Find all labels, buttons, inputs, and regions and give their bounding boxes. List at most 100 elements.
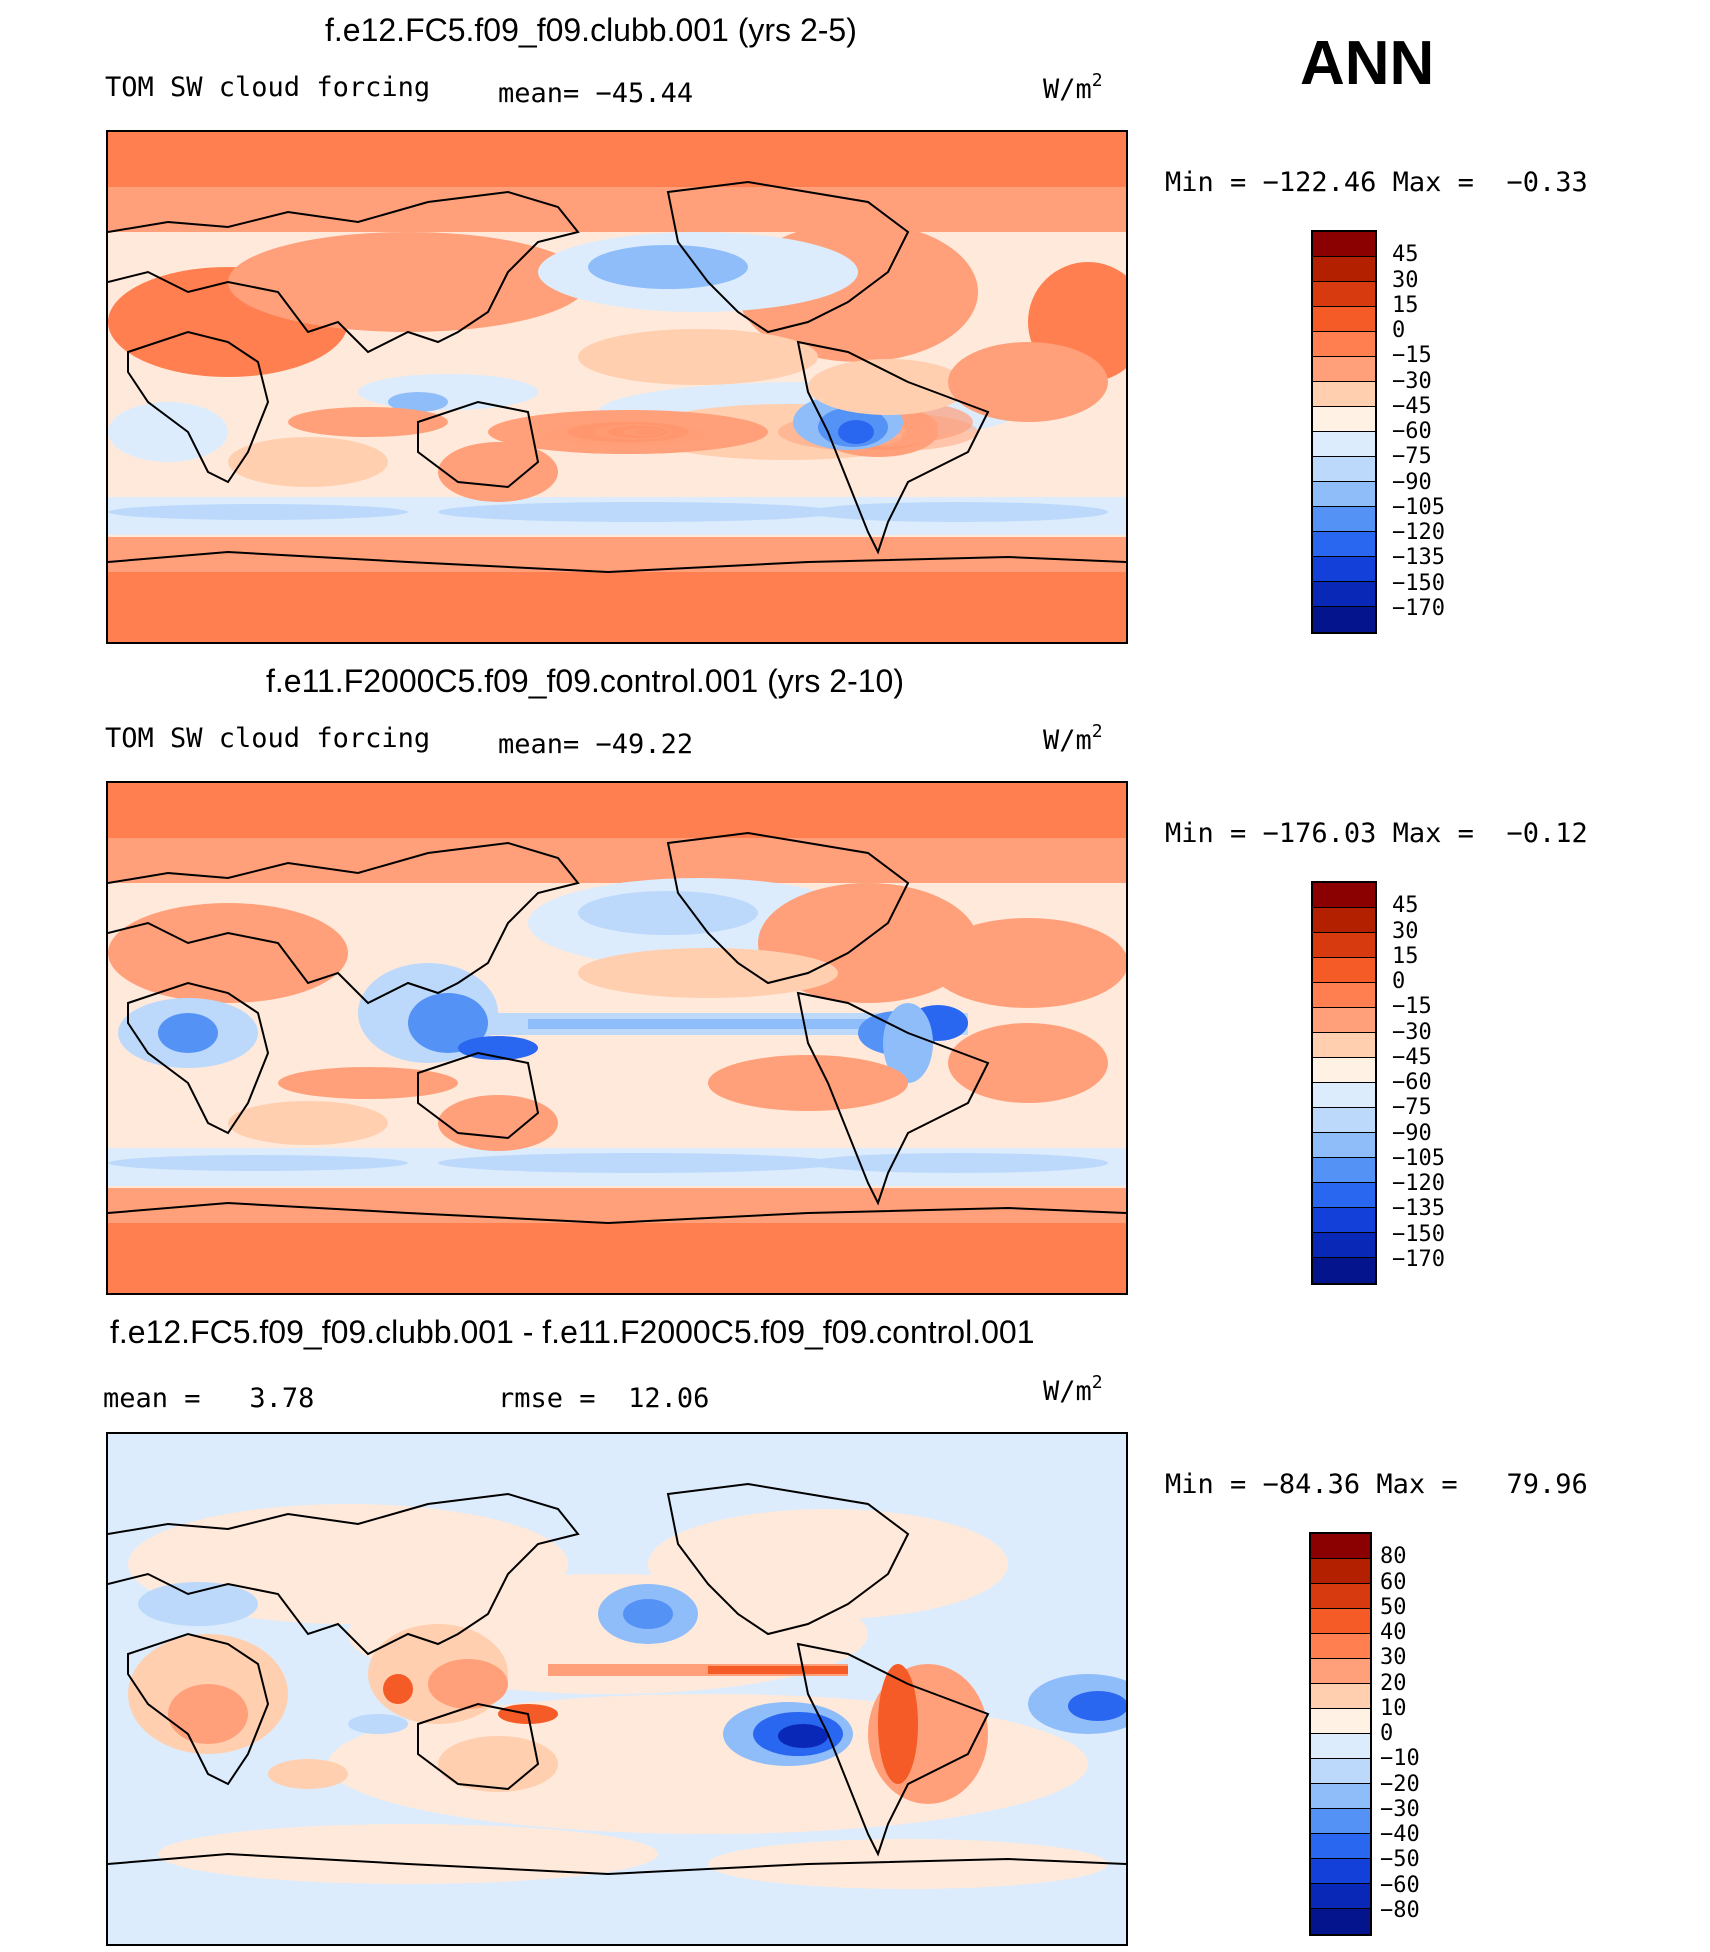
colorbar-tick-label: −90 (1392, 1120, 1432, 1146)
colorbar-segment (1311, 1534, 1370, 1559)
colorbar-segment (1313, 482, 1375, 507)
colorbar-segment (1311, 1784, 1370, 1809)
panel1-colorbar (1311, 230, 1377, 634)
colorbar-tick-label: −30 (1392, 368, 1432, 394)
panel2-colorbar-labels: 45 30 15 0 −15 −30 −45 −60 −75 −90 −105 −120 −135 −15… (1392, 881, 1512, 1285)
season-label: ANN (1300, 29, 1435, 98)
panel2-units: W/m2 (1043, 721, 1103, 756)
colorbar-tick-label: 50 (1380, 1594, 1407, 1620)
panel1-variable: TOM SW cloud forcing (105, 72, 431, 103)
panel2-colorbar (1311, 881, 1377, 1285)
colorbar-tick-label: 0 (1380, 1721, 1394, 1746)
colorbar-segment (1311, 1659, 1370, 1684)
colorbar-tick-label: 30 (1392, 267, 1419, 293)
colorbar-tick-label: −135 (1392, 1196, 1445, 1222)
colorbar-segment (1311, 1709, 1370, 1734)
colorbar-tick-label: −15 (1392, 994, 1432, 1020)
colorbar-tick-label: −45 (1392, 393, 1432, 419)
colorbar-segment (1311, 1834, 1370, 1859)
colorbar-tick-label: −90 (1392, 469, 1432, 495)
colorbar-tick-label: 15 (1392, 292, 1419, 318)
panel1-units: W/m2 (1043, 70, 1103, 105)
colorbar-segment (1313, 1258, 1375, 1283)
colorbar-segment (1313, 382, 1375, 407)
colorbar-segment (1311, 1909, 1370, 1934)
colorbar-segment (1313, 282, 1375, 307)
colorbar-segment (1313, 557, 1375, 582)
colorbar-segment (1313, 1208, 1375, 1233)
colorbar-segment (1313, 507, 1375, 532)
colorbar-tick-label: −20 (1380, 1771, 1420, 1797)
colorbar-tick-label: −30 (1392, 1019, 1432, 1045)
colorbar-segment (1313, 232, 1375, 257)
colorbar-segment (1311, 1734, 1370, 1759)
colorbar-tick-label: −150 (1392, 1221, 1445, 1247)
panel1-colorbar-labels: 45 30 15 0 −15 −30 −45 −60 −75 −90 −105 −120 −135 −15… (1392, 230, 1512, 634)
colorbar-tick-label: −60 (1380, 1872, 1420, 1898)
panel1-title: f.e12.FC5.f09_f09.clubb.001 (yrs 2-5) (325, 12, 857, 48)
colorbar-tick-label: −15 (1392, 343, 1432, 369)
colorbar-tick-label: 0 (1392, 969, 1406, 994)
colorbar-segment (1313, 307, 1375, 332)
colorbar-tick-label: 15 (1392, 943, 1419, 969)
colorbar-tick-label: 60 (1380, 1569, 1407, 1595)
colorbar-tick-label: −170 (1392, 595, 1445, 621)
colorbar-tick-label: −10 (1380, 1746, 1420, 1772)
panel1-map-field (108, 132, 1126, 642)
colorbar-segment (1311, 1584, 1370, 1609)
colorbar-tick-label: −75 (1392, 444, 1432, 470)
panel3-colorbar-labels: 80 60 50 40 30 20 10 0 −10 −20 −30 −40 −50 −60 −80 (1380, 1532, 1500, 1936)
panel3-map-field (108, 1434, 1126, 1944)
colorbar-segment (1313, 958, 1375, 983)
colorbar-segment (1313, 357, 1375, 382)
colorbar-segment (1311, 1684, 1370, 1709)
colorbar-tick-label: 0 (1392, 318, 1406, 343)
panel2-map (106, 781, 1128, 1295)
colorbar-segment (1313, 1008, 1375, 1033)
colorbar-tick-label: −75 (1392, 1095, 1432, 1121)
colorbar-tick-label: −150 (1392, 570, 1445, 596)
colorbar-tick-label: 30 (1380, 1645, 1407, 1671)
colorbar-tick-label: −60 (1392, 1070, 1432, 1095)
colorbar-segment (1313, 1183, 1375, 1208)
colorbar-tick-label: 45 (1392, 893, 1419, 919)
colorbar-tick-label: −105 (1392, 494, 1445, 520)
colorbar-tick-label: −80 (1380, 1897, 1420, 1923)
panel2-mean: mean= −49.22 (498, 729, 694, 760)
colorbar-tick-label: 45 (1392, 242, 1419, 268)
panel1-mean: mean= −45.44 (498, 78, 694, 109)
panel3-rmse: rmse = 12.06 (498, 1383, 710, 1414)
colorbar-segment (1313, 607, 1375, 632)
colorbar-tick-label: −60 (1392, 419, 1432, 444)
panel3-colorbar (1309, 1532, 1372, 1936)
colorbar-segment (1313, 1158, 1375, 1183)
colorbar-segment (1311, 1759, 1370, 1784)
colorbar-segment (1313, 1233, 1375, 1258)
panel2-minmax: Min = −176.03 Max = −0.12 (1165, 818, 1588, 849)
colorbar-segment (1313, 933, 1375, 958)
colorbar-segment (1311, 1884, 1370, 1909)
panel2-title: f.e11.F2000C5.f09_f09.control.001 (yrs 2… (266, 663, 904, 699)
colorbar-segment (1313, 1058, 1375, 1083)
colorbar-segment (1313, 532, 1375, 557)
colorbar-tick-label: −120 (1392, 520, 1445, 545)
colorbar-segment (1313, 1033, 1375, 1058)
colorbar-segment (1313, 1108, 1375, 1133)
colorbar-segment (1313, 1083, 1375, 1108)
panel3-mean: mean = 3.78 (103, 1383, 315, 1414)
colorbar-segment (1313, 332, 1375, 357)
colorbar-segment (1313, 457, 1375, 482)
colorbar-segment (1311, 1634, 1370, 1659)
colorbar-segment (1313, 582, 1375, 607)
panel3-minmax: Min = −84.36 Max = 79.96 (1165, 1469, 1588, 1500)
colorbar-segment (1313, 407, 1375, 432)
colorbar-tick-label: 40 (1380, 1620, 1407, 1645)
colorbar-segment (1313, 432, 1375, 457)
panel3-units: W/m2 (1043, 1372, 1103, 1407)
colorbar-tick-label: −135 (1392, 545, 1445, 571)
colorbar-segment (1313, 983, 1375, 1008)
colorbar-segment (1311, 1559, 1370, 1584)
panel1-minmax: Min = −122.46 Max = −0.33 (1165, 167, 1588, 198)
colorbar-segment (1311, 1809, 1370, 1834)
colorbar-tick-label: −120 (1392, 1171, 1445, 1196)
